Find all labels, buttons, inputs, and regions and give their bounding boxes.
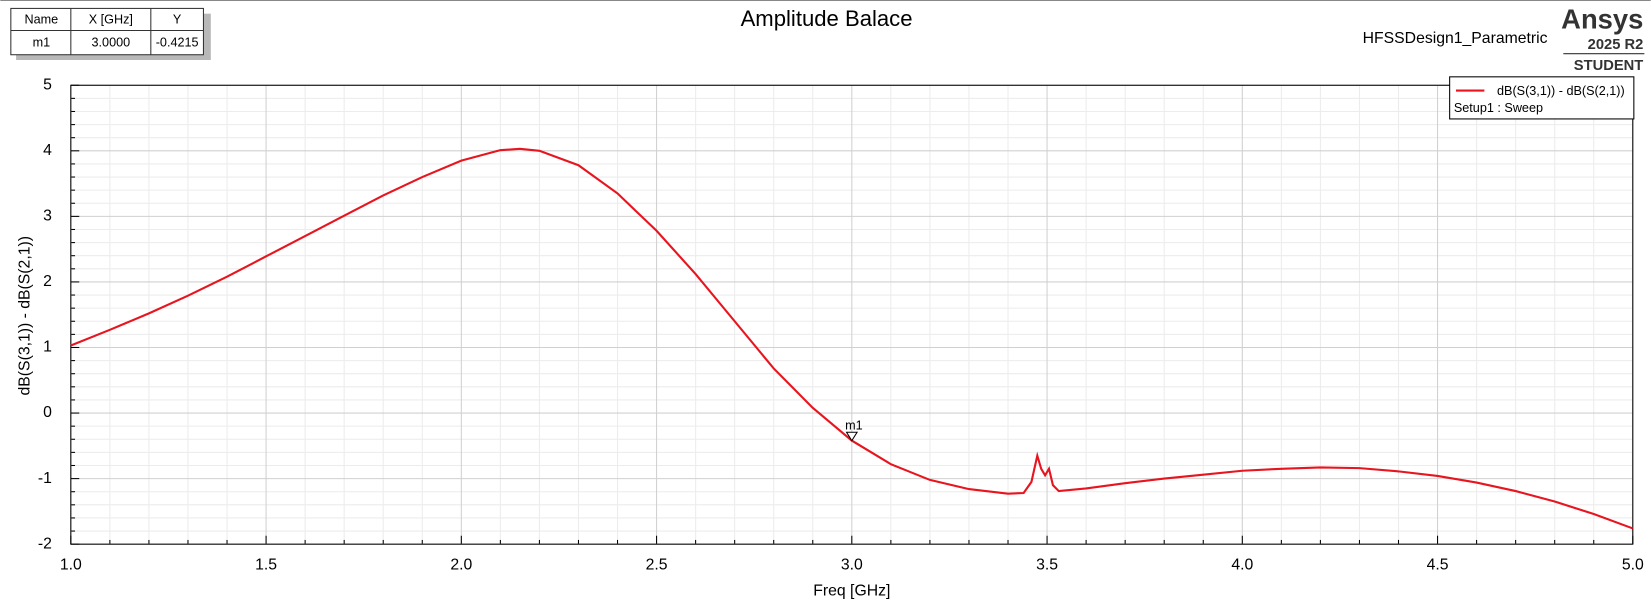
x-tick-label: 5.0 (1622, 556, 1644, 573)
x-tick-label: 1.0 (60, 556, 82, 573)
table-header: X [GHz] (89, 12, 133, 26)
table-frame (10, 7, 204, 56)
x-tick-label: 2.5 (646, 556, 668, 573)
table-cell: -0.4215 (156, 35, 199, 49)
legend-note: Setup1 : Sweep (1454, 101, 1543, 115)
y-tick-label: 1 (43, 339, 52, 356)
table-header: Name (25, 12, 59, 26)
plot-frame (70, 84, 1634, 545)
x-tick-label: 3.5 (1036, 556, 1058, 573)
y-tick-label: 5 (43, 76, 52, 93)
y-tick-label: 2 (43, 273, 52, 290)
x-tick-label: 2.0 (450, 556, 472, 573)
y-tick-label: 0 (43, 404, 52, 421)
legend-box (1449, 76, 1635, 120)
x-tick-label: 3.0 (841, 556, 863, 573)
brand-edition: STUDENT (1574, 58, 1644, 74)
x-tick-label: 4.0 (1231, 556, 1253, 573)
table-cell: m1 (33, 35, 51, 49)
y-tick-label: 3 (43, 208, 52, 225)
marker-label: m1 (845, 418, 863, 432)
marker (845, 431, 859, 442)
y-tick-label: -2 (38, 535, 52, 552)
y-tick-label: -1 (38, 470, 52, 487)
table-header: Y (173, 12, 182, 26)
brand-name: Ansys (1561, 3, 1643, 34)
y-axis-label: dB(S(3,1)) - dB(S(2,1)) (17, 236, 34, 395)
legend-label: dB(S(3,1)) - dB(S(2,1)) (1497, 84, 1625, 98)
brand-version: 2025 R2 (1588, 37, 1644, 53)
chart-title: Amplitude Balace (741, 6, 913, 31)
x-tick-label: 1.5 (255, 556, 277, 573)
subtitle: HFSSDesign1_Parametric (1363, 30, 1548, 47)
y-tick-label: 4 (43, 142, 52, 159)
marker-table: Name X [GHz] Y m1 3.0000 -0.4215 (10, 7, 211, 60)
table-cell: 3.0000 (92, 35, 131, 49)
data-line (70, 147, 1634, 530)
x-axis-label: Freq [GHz] (813, 583, 890, 600)
x-tick-label: 4.5 (1427, 556, 1449, 573)
